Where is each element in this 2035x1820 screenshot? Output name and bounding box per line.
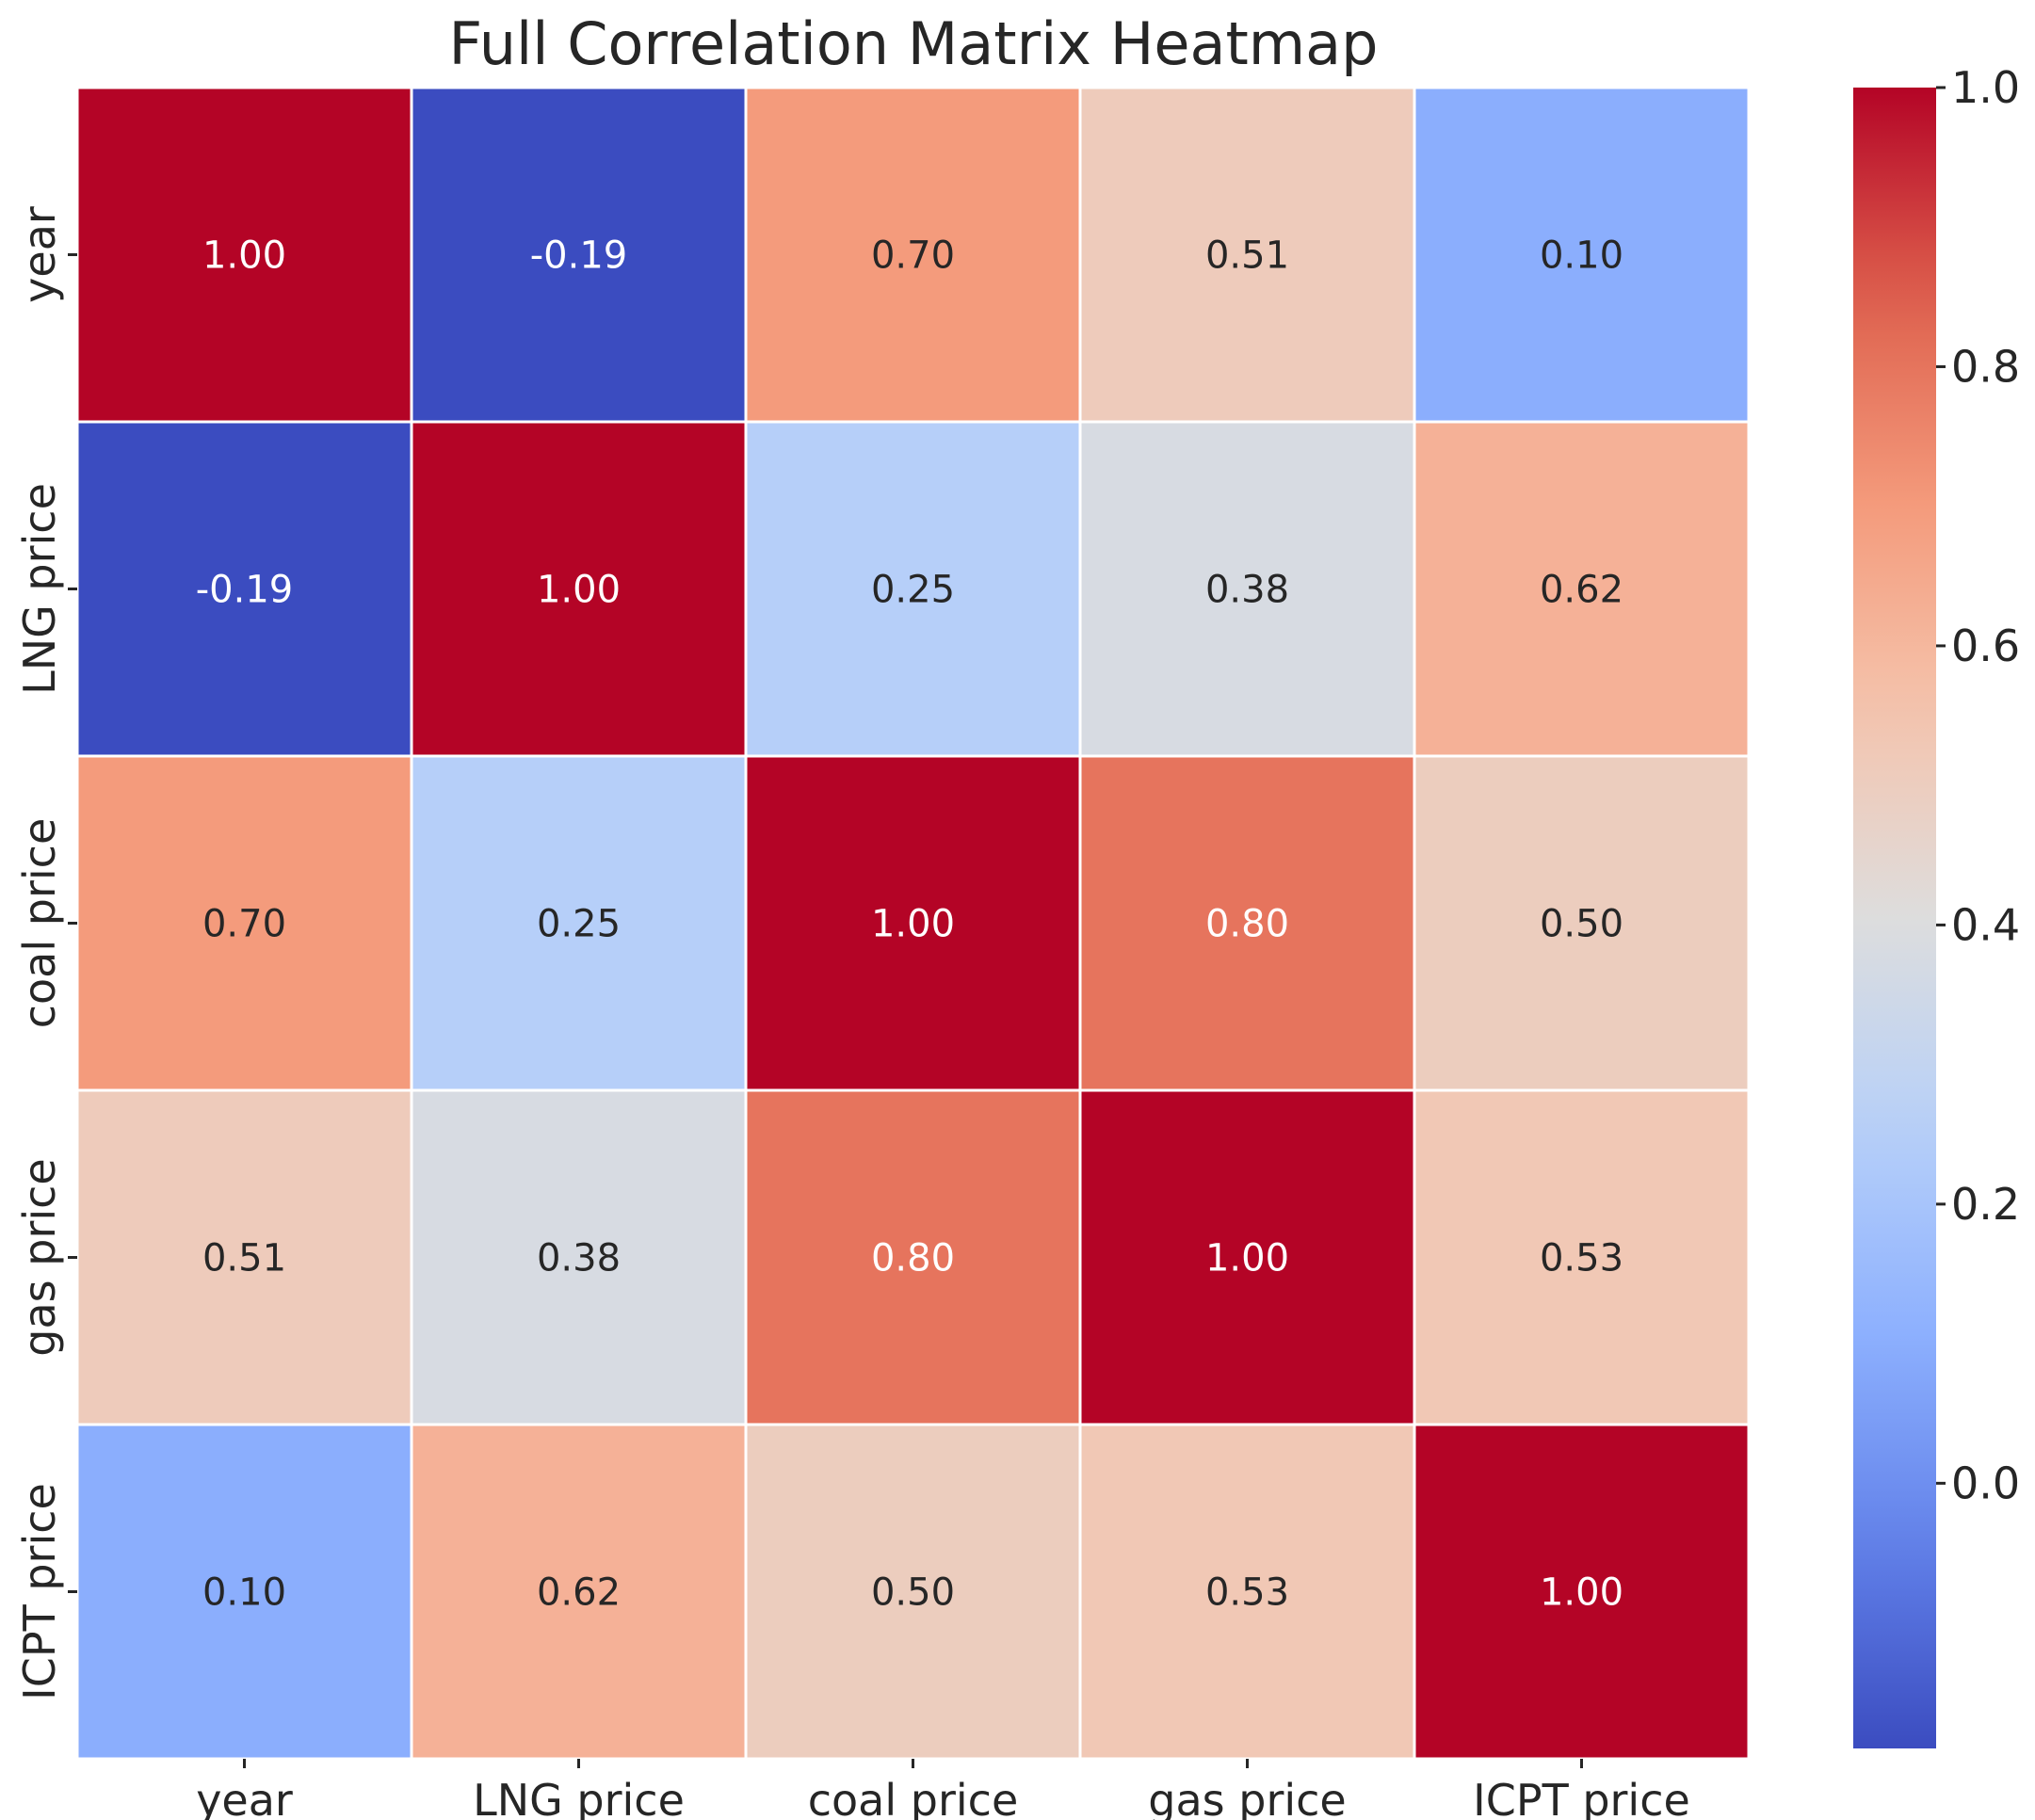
- heatmap-cell: [410, 86, 748, 424]
- colorbar: [1853, 88, 1936, 1748]
- heatmap-cell: [1413, 1423, 1751, 1761]
- heatmap-cell-value: 0.53: [1205, 1571, 1289, 1615]
- heatmap-cell-value: 0.62: [1540, 569, 1623, 612]
- x-tick-label: LNG price: [473, 1775, 685, 1820]
- x-axis: year LNG price coal price gas price ICPT pri…: [196, 1759, 1690, 1820]
- heatmap-cell-value: 0.50: [1540, 903, 1623, 946]
- heatmap-cell: [1413, 1088, 1751, 1426]
- heatmap-cells: [75, 86, 1751, 1761]
- heatmap-cell-value: 0.25: [871, 569, 955, 612]
- heatmap-cell: [1413, 420, 1751, 758]
- heatmap-cell: [1413, 86, 1751, 424]
- heatmap-cell-value: 1.00: [537, 569, 621, 612]
- heatmap-cell-value: 1.00: [1205, 1237, 1289, 1280]
- heatmap-cell: [410, 1423, 748, 1761]
- heatmap-cell-value: -0.19: [530, 234, 628, 278]
- heatmap-cell-value: 0.51: [202, 1237, 286, 1280]
- heatmap-cell-value: -0.19: [196, 569, 294, 612]
- colorbar-ticks: 0.0 0.2 0.4 0.6 0.8 1.0: [1936, 62, 2020, 1508]
- heatmap-cell: [75, 420, 413, 758]
- x-tick-label: coal price: [808, 1775, 1019, 1820]
- heatmap-cell: [1078, 754, 1416, 1092]
- heatmap-cell: [1078, 86, 1416, 424]
- heatmap-cell: [744, 420, 1082, 758]
- colorbar-tick-label: 0.2: [1951, 1179, 2020, 1230]
- heatmap-cell-value: 0.62: [537, 1571, 621, 1615]
- x-tick-label: year: [196, 1775, 293, 1820]
- heatmap-cell-value: 0.80: [871, 1237, 955, 1280]
- heatmap-cell-value: 0.38: [1205, 569, 1289, 612]
- heatmap-cell: [744, 1088, 1082, 1426]
- heatmap-cell-value: 0.25: [537, 903, 621, 946]
- colorbar-tick-label: 1.0: [1951, 62, 2020, 113]
- colorbar-tick-label: 0.0: [1951, 1458, 2020, 1508]
- chart-title: Full Correlation Matrix Heatmap: [448, 9, 1378, 78]
- x-tick-label: gas price: [1148, 1775, 1346, 1820]
- heatmap-cell-value: 0.53: [1540, 1237, 1623, 1280]
- y-axis: year LNG price coal price gas price ICPT pri…: [14, 206, 77, 1700]
- heatmap-cell-value: 0.50: [871, 1571, 955, 1615]
- colorbar-tick-label: 0.6: [1951, 620, 2020, 671]
- heatmap-cell: [744, 1423, 1082, 1761]
- heatmap-cell-value: 0.51: [1205, 234, 1289, 278]
- heatmap-cell-value: 1.00: [1540, 1571, 1623, 1615]
- heatmap-value-labels: 1.00 -0.19 0.70 0.51 0.10 -0.19 1.00 0.25 0.38 0.…: [196, 234, 1623, 1615]
- heatmap-cell: [744, 86, 1082, 424]
- heatmap-cell: [410, 754, 748, 1092]
- heatmap-cell: [1078, 1088, 1416, 1426]
- y-tick-label: coal price: [14, 818, 65, 1029]
- heatmap-cell: [75, 86, 413, 424]
- heatmap-cell: [75, 1423, 413, 1761]
- colorbar-tick-label: 0.4: [1951, 899, 2020, 950]
- heatmap-cell: [1413, 754, 1751, 1092]
- heatmap-cell: [410, 1088, 748, 1426]
- heatmap-cell-value: 1.00: [202, 234, 286, 278]
- y-tick-label: ICPT price: [14, 1483, 65, 1700]
- heatmap-cell-value: 1.00: [871, 903, 955, 946]
- y-tick-label: year: [14, 206, 65, 303]
- y-tick-label: gas price: [14, 1158, 65, 1356]
- heatmap-cell-value: 0.38: [537, 1237, 621, 1280]
- colorbar-tick-label: 0.8: [1951, 341, 2020, 392]
- x-tick-label: ICPT price: [1473, 1775, 1690, 1820]
- heatmap-cell-value: 0.10: [202, 1571, 286, 1615]
- heatmap-cell-value: 0.70: [871, 234, 955, 278]
- heatmap-cell-value: 0.80: [1205, 903, 1289, 946]
- heatmap-cell-value: 0.10: [1540, 234, 1623, 278]
- heatmap-cell-value: 0.70: [202, 903, 286, 946]
- y-tick-label: LNG price: [14, 483, 65, 695]
- heatmap-cell: [744, 754, 1082, 1092]
